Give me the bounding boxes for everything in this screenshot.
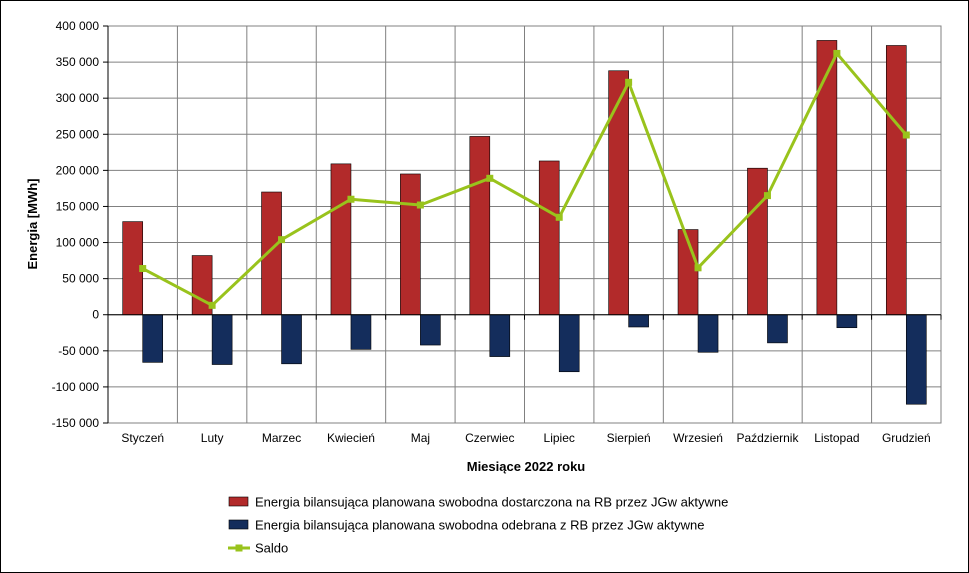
bar-received-3 (281, 314, 302, 365)
y-tick-label: 250 000 (56, 127, 100, 141)
bar-delivered-8 (608, 70, 629, 316)
saldo-point-8 (625, 78, 633, 86)
x-tick-label: Maj (411, 431, 430, 445)
saldo-line (142, 51, 908, 307)
bar-received-6 (489, 314, 511, 357)
bar-received-2 (211, 314, 233, 365)
legend-swatch-2 (228, 519, 249, 530)
saldo-point-3 (278, 236, 286, 244)
bar-received-9 (697, 314, 719, 353)
bar-received-4 (350, 314, 372, 350)
x-tick-label: Sierpień (607, 431, 651, 445)
bar-delivered-4 (330, 163, 352, 316)
x-tick-label: Lipiec (544, 431, 575, 445)
bar-delivered-12 (885, 45, 907, 316)
x-tick-label: Luty (201, 431, 224, 445)
bar-received-5 (420, 314, 441, 346)
x-tick-label: Kwiecień (327, 431, 375, 445)
bar-received-10 (767, 314, 788, 344)
bar-delivered-10 (747, 167, 768, 316)
legend-label-1: Energia bilansująca planowana swobodna d… (255, 495, 728, 510)
bar-delivered-5 (400, 173, 421, 316)
y-tick-label: 150 000 (56, 199, 100, 213)
bar-delivered-7 (538, 160, 560, 316)
bar-received-8 (628, 314, 649, 328)
saldo-point-5 (416, 201, 424, 209)
saldo-point-1 (139, 265, 147, 273)
x-tick-label: Styczeń (121, 431, 164, 445)
legend-swatch-1 (228, 496, 249, 507)
saldo-point-9 (694, 264, 702, 272)
saldo-point-10 (763, 192, 771, 200)
x-axis-title: Miesiące 2022 roku (467, 459, 586, 474)
x-tick-label: Marzec (262, 431, 301, 445)
saldo-point-6 (486, 174, 494, 182)
y-tick-label: 0 (92, 308, 99, 322)
x-tick-label: Październik (736, 431, 799, 445)
y-tick-label: -100 000 (52, 380, 100, 394)
bar-received-12 (905, 314, 927, 405)
bar-received-1 (142, 314, 164, 363)
y-tick-label: -150 000 (52, 416, 100, 430)
y-tick-label: 350 000 (56, 55, 100, 69)
y-tick-label: 300 000 (56, 91, 100, 105)
saldo-point-12 (902, 131, 910, 139)
y-tick-label: 400 000 (56, 19, 100, 33)
saldo-point-11 (833, 49, 841, 57)
bar-received-7 (558, 314, 580, 373)
bar-delivered-6 (469, 136, 491, 316)
saldo-point-7 (555, 213, 563, 221)
bar-received-11 (836, 314, 858, 329)
bar-delivered-3 (261, 191, 282, 316)
legend-marker (235, 544, 243, 552)
y-tick-label: -50 000 (58, 344, 99, 358)
saldo-point-2 (208, 301, 216, 309)
bar-delivered-11 (816, 40, 838, 316)
y-tick-label: 50 000 (62, 272, 99, 286)
y-tick-label: 100 000 (56, 236, 100, 250)
x-tick-label: Grudzień (882, 431, 931, 445)
x-tick-label: Czerwiec (465, 431, 514, 445)
y-axis-title: Energia [MWh] (25, 179, 40, 270)
legend-label-3: Saldo (255, 541, 288, 556)
saldo-point-4 (347, 195, 355, 203)
y-tick-label: 200 000 (56, 163, 100, 177)
legend-label-2: Energia bilansująca planowana swobodna o… (255, 518, 705, 533)
x-tick-label: Listopad (814, 431, 859, 445)
x-tick-label: Wrzesień (673, 431, 723, 445)
